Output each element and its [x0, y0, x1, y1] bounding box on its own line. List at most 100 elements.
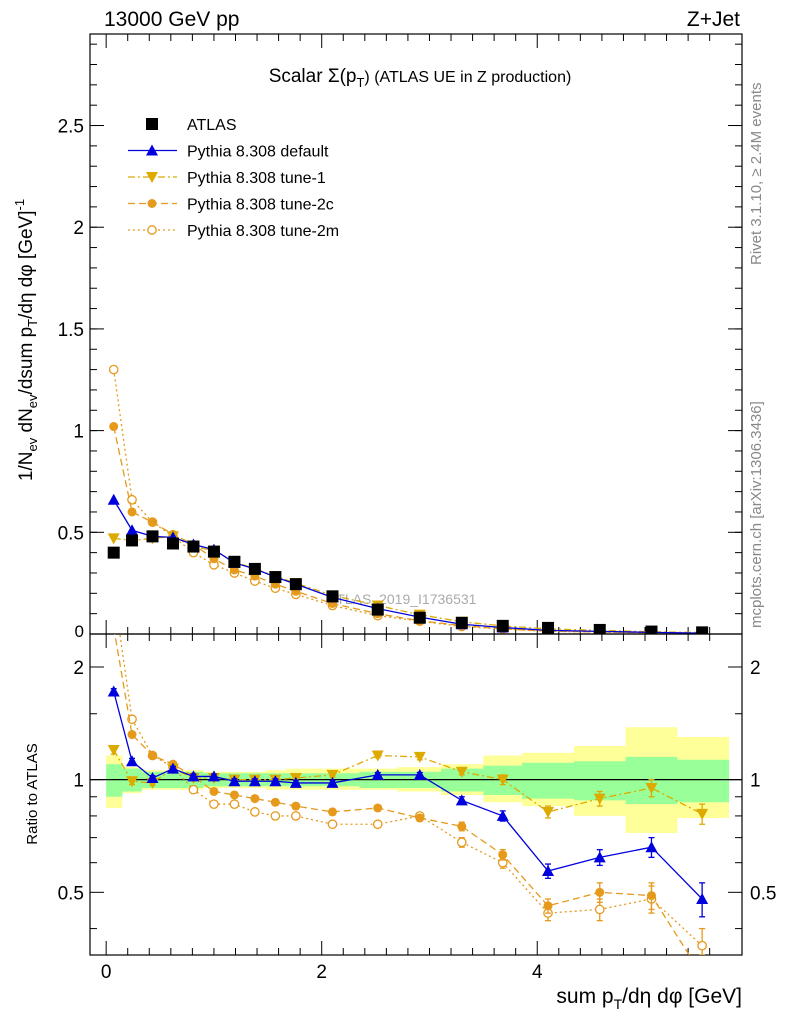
ratio-point-default [645, 841, 658, 853]
main-y-tick-label: 2.5 [58, 117, 84, 138]
ratio-point-tune2m [456, 837, 467, 848]
data-point-atlas [455, 616, 468, 629]
ratio-y-tick-label-right: 0.5 [750, 883, 776, 904]
ratio-point-tune2c [229, 790, 239, 800]
ratio-point-tune2c [498, 850, 508, 860]
ratio-point-tune2c [127, 730, 137, 740]
chart-title: Scalar Σ(pT) (ATLAS UE in Z production) [269, 66, 572, 90]
ratio-point-default [228, 775, 241, 787]
data-point-atlas [248, 562, 261, 575]
ratio-point-tune2c [209, 786, 219, 796]
data-point-default [126, 524, 139, 536]
main-y-tick-label: 1.5 [58, 320, 84, 341]
ratio-point-tune1 [371, 750, 384, 762]
legend: ATLAS Pythia 8.308 default Pythia 8.308 tu… [128, 117, 339, 240]
main-y-zero-label: 0 [75, 622, 84, 641]
ratio-point-default [207, 770, 220, 782]
data-point-atlas [126, 534, 139, 547]
ratio-point-tune2m [127, 714, 137, 725]
data-point-atlas [166, 537, 179, 550]
ratio-point-tune2m [250, 807, 260, 817]
ratio-point-default [696, 892, 709, 904]
data-point-tune2c [127, 507, 137, 517]
ratio-series-default [107, 685, 709, 918]
main-y-axis-label: 1/Nev dNev/dsum pT/dη dφ [GeV]-1 [12, 199, 40, 481]
ratio-plot-frame [89, 633, 743, 956]
data-point-atlas [371, 603, 384, 616]
ratio-point-default [289, 776, 302, 788]
ratio-point-tune2c [646, 891, 656, 901]
main-y-ticks: 0.5 1 1.5 2 2.5 0 [58, 34, 742, 641]
legend-item-default: Pythia 8.308 default [128, 144, 329, 161]
main-y-tick-label: 0.5 [58, 523, 84, 544]
ratio-point-tune2m [209, 799, 219, 810]
legend-marker-tune2m [147, 225, 157, 235]
band-stat [106, 756, 730, 805]
legend-marker-tune1 [146, 172, 158, 183]
ratio-point-default [126, 755, 139, 767]
legend-marker-default [146, 144, 158, 156]
main-y-tick-label: 2 [73, 218, 84, 239]
ratio-point-tune1 [542, 806, 555, 818]
series-default [107, 493, 706, 634]
ratio-point-tune2m [270, 811, 281, 821]
data-point-atlas [542, 621, 555, 634]
ratio-point-default [269, 775, 282, 787]
ratio-point-tune2m [290, 811, 301, 821]
legend-label: Pythia 8.308 tune-2m [187, 223, 339, 240]
data-point-atlas [326, 590, 339, 603]
data-point-atlas [187, 540, 200, 553]
legend-label: Pythia 8.308 tune-2c [187, 197, 334, 214]
data-point-default [107, 493, 120, 505]
ratio-point-default [496, 809, 509, 821]
x-axis-label: sum pT/dη dφ [GeV] [556, 985, 742, 1012]
ratio-point-default [107, 685, 120, 697]
ratio-point-default [248, 775, 261, 787]
ratio-point-tune1 [326, 769, 339, 781]
ratio-y-tick-label: 0.5 [58, 883, 84, 904]
data-point-atlas [413, 611, 426, 624]
ratio-point-tune2c [543, 901, 553, 911]
side-label-rivet: Rivet 3.1.10, ≥ 2.4M events [748, 83, 765, 266]
legend-item-tune1: Pythia 8.308 tune-1 [128, 170, 326, 187]
data-point-tune2m [108, 364, 119, 375]
ratio-point-default [326, 776, 339, 788]
ratio-point-tune2c [148, 751, 158, 761]
data-point-atlas [207, 545, 220, 558]
data-point-atlas [645, 625, 658, 634]
ratio-point-tune1 [496, 774, 509, 786]
legend-label: Pythia 8.308 tune-1 [187, 170, 326, 187]
ratio-y-tick-label-right: 1 [750, 771, 761, 792]
ratio-point-tune1 [126, 776, 139, 788]
legend-marker-tune2c [147, 199, 157, 208]
ratio-point-default [166, 762, 179, 774]
ratio-point-tune1 [413, 751, 426, 763]
ratio-point-default [455, 794, 468, 806]
ratio-y-tick-label: 2 [73, 658, 84, 679]
legend-item-atlas: ATLAS [146, 117, 237, 134]
series-atlas [107, 530, 709, 634]
legend-marker-atlas [146, 118, 158, 130]
data-point-tune1 [107, 533, 120, 545]
main-plot: 0.5 1 1.5 2 2.5 0 ATLAS_2019_I1736531 Scalar … [12, 33, 743, 641]
data-point-atlas [593, 623, 606, 634]
ratio-point-tune1 [455, 766, 468, 778]
ratio-point-tune2m [110, 586, 118, 594]
data-point-atlas [496, 619, 509, 632]
ratio-y-axis-label: Ratio to ATLAS [24, 743, 41, 844]
ratio-point-tune1 [696, 808, 709, 820]
ratio-y-tick-label: 1 [73, 771, 84, 792]
data-point-atlas [107, 546, 120, 559]
data-point-atlas [228, 555, 241, 568]
x-tick-label: 0 [101, 962, 112, 983]
ratio-point-tune2m [372, 819, 383, 830]
ratio-point-default [542, 865, 555, 877]
ratio-point-tune2m [327, 819, 338, 830]
legend-label: ATLAS [187, 117, 237, 134]
data-point-atlas [696, 626, 709, 634]
ratio-point-tune1 [107, 745, 120, 757]
ratio-ticks: 0.5 0.5 1 1 2 2 0 2 4 [58, 634, 776, 983]
ratio-point-tune2c [250, 794, 260, 804]
ratio-point-default [413, 768, 426, 780]
